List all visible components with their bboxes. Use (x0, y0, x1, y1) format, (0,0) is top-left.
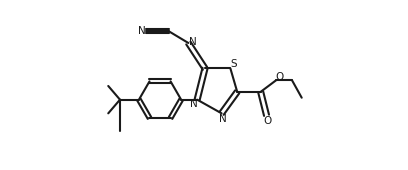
Text: N: N (190, 99, 197, 109)
Text: N: N (219, 114, 226, 124)
Text: S: S (230, 58, 237, 69)
Text: O: O (264, 116, 272, 126)
Text: N: N (138, 26, 146, 36)
Text: O: O (276, 72, 284, 82)
Text: N: N (189, 37, 197, 47)
